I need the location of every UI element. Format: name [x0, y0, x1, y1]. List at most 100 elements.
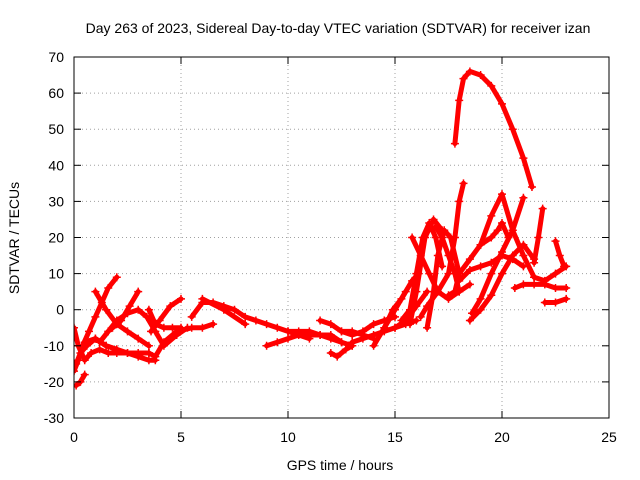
data-point-marker [519, 154, 528, 163]
data-point-marker [134, 334, 143, 343]
data-point-marker [104, 349, 113, 358]
series-track-08 [108, 287, 143, 332]
data-point-marker [519, 251, 528, 260]
y-tick-label: 60 [48, 85, 64, 101]
data-point-marker [74, 323, 78, 332]
data-point-marker [369, 320, 378, 329]
series-track-09 [144, 320, 218, 361]
data-point-marker [273, 323, 282, 332]
data-point-marker [455, 276, 464, 285]
y-tick-label: 50 [48, 121, 64, 137]
y-tick-label: 10 [48, 266, 64, 282]
grid [74, 57, 609, 418]
data-point-marker [476, 240, 485, 249]
y-tick-label: 70 [48, 49, 64, 65]
data-point-marker [538, 204, 547, 213]
data-point-marker [80, 338, 89, 347]
data-series [74, 67, 571, 390]
series-track-30 [450, 67, 536, 191]
data-point-marker [262, 320, 271, 329]
data-point-marker [444, 291, 453, 300]
data-point-marker [316, 330, 325, 339]
data-point-marker [262, 341, 271, 350]
data-point-marker [348, 338, 357, 347]
data-point-marker [468, 309, 477, 318]
data-point-marker [144, 349, 153, 358]
data-point-marker [476, 294, 485, 303]
y-tick-label: 0 [56, 302, 64, 318]
series-track-38 [551, 237, 569, 271]
data-point-marker [166, 302, 175, 311]
series-track-27 [423, 226, 464, 332]
y-tick-label: 30 [48, 193, 64, 209]
data-point-marker [84, 327, 93, 336]
data-point-marker [412, 287, 421, 296]
data-point-marker [102, 341, 111, 350]
data-point-marker [508, 251, 517, 260]
data-point-marker [450, 139, 459, 148]
data-point-marker [187, 312, 196, 321]
data-point-marker [530, 280, 539, 289]
data-point-marker [358, 327, 367, 336]
data-point-marker [465, 255, 474, 264]
data-point-marker [446, 233, 455, 242]
data-point-marker [337, 327, 346, 336]
data-point-marker [519, 262, 528, 271]
data-point-marker [551, 284, 560, 293]
data-point-marker [412, 316, 421, 325]
data-point-marker [465, 67, 474, 76]
data-point-marker [337, 338, 346, 347]
data-point-marker [425, 269, 434, 278]
data-point-marker [144, 305, 153, 314]
data-point-marker [284, 334, 292, 343]
data-point-marker [341, 345, 350, 354]
data-point-marker [455, 269, 464, 278]
data-point-marker [230, 305, 239, 314]
data-point-marker [80, 370, 89, 379]
data-point-marker [562, 294, 571, 303]
data-point-marker [540, 276, 549, 285]
x-tick-label: 15 [387, 429, 403, 445]
x-tick-label: 5 [177, 429, 185, 445]
data-point-marker [388, 305, 397, 314]
x-tick-label: 25 [601, 429, 617, 445]
data-point-marker [104, 327, 113, 336]
data-point-marker [465, 316, 474, 325]
data-point-marker [530, 258, 539, 267]
data-point-marker [459, 179, 468, 188]
data-point-marker [540, 298, 549, 307]
data-point-marker [305, 327, 314, 336]
data-point-marker [159, 323, 168, 332]
series-line [92, 289, 152, 349]
series-track-35 [530, 204, 547, 267]
data-point-marker [219, 305, 228, 314]
data-point-marker [397, 294, 406, 303]
data-point-marker [530, 273, 539, 282]
data-point-marker [91, 287, 100, 296]
series-track-13 [198, 294, 250, 329]
data-point-marker [95, 338, 104, 347]
x-tick-label: 0 [70, 429, 78, 445]
y-tick-label: -30 [44, 410, 64, 426]
data-point-marker [74, 367, 78, 376]
data-point-marker [159, 338, 168, 347]
data-point-marker [117, 316, 126, 325]
data-point-marker [112, 273, 121, 282]
series-track-06 [91, 287, 153, 350]
data-point-marker [433, 251, 442, 260]
data-point-marker [508, 125, 517, 134]
x-axis-title: GPS time / hours [287, 457, 394, 473]
series-track-03 [74, 273, 121, 376]
data-point-marker [555, 251, 564, 260]
series-line [531, 263, 569, 284]
data-point-marker [369, 330, 378, 339]
data-point-marker [209, 320, 218, 329]
data-point-marker [391, 323, 399, 332]
data-point-marker [551, 237, 560, 246]
data-point-marker [459, 74, 468, 83]
data-point-marker [134, 349, 143, 358]
data-point-marker [438, 233, 447, 242]
series-line [446, 191, 537, 298]
data-point-marker [273, 338, 282, 347]
data-point-marker [134, 305, 143, 314]
